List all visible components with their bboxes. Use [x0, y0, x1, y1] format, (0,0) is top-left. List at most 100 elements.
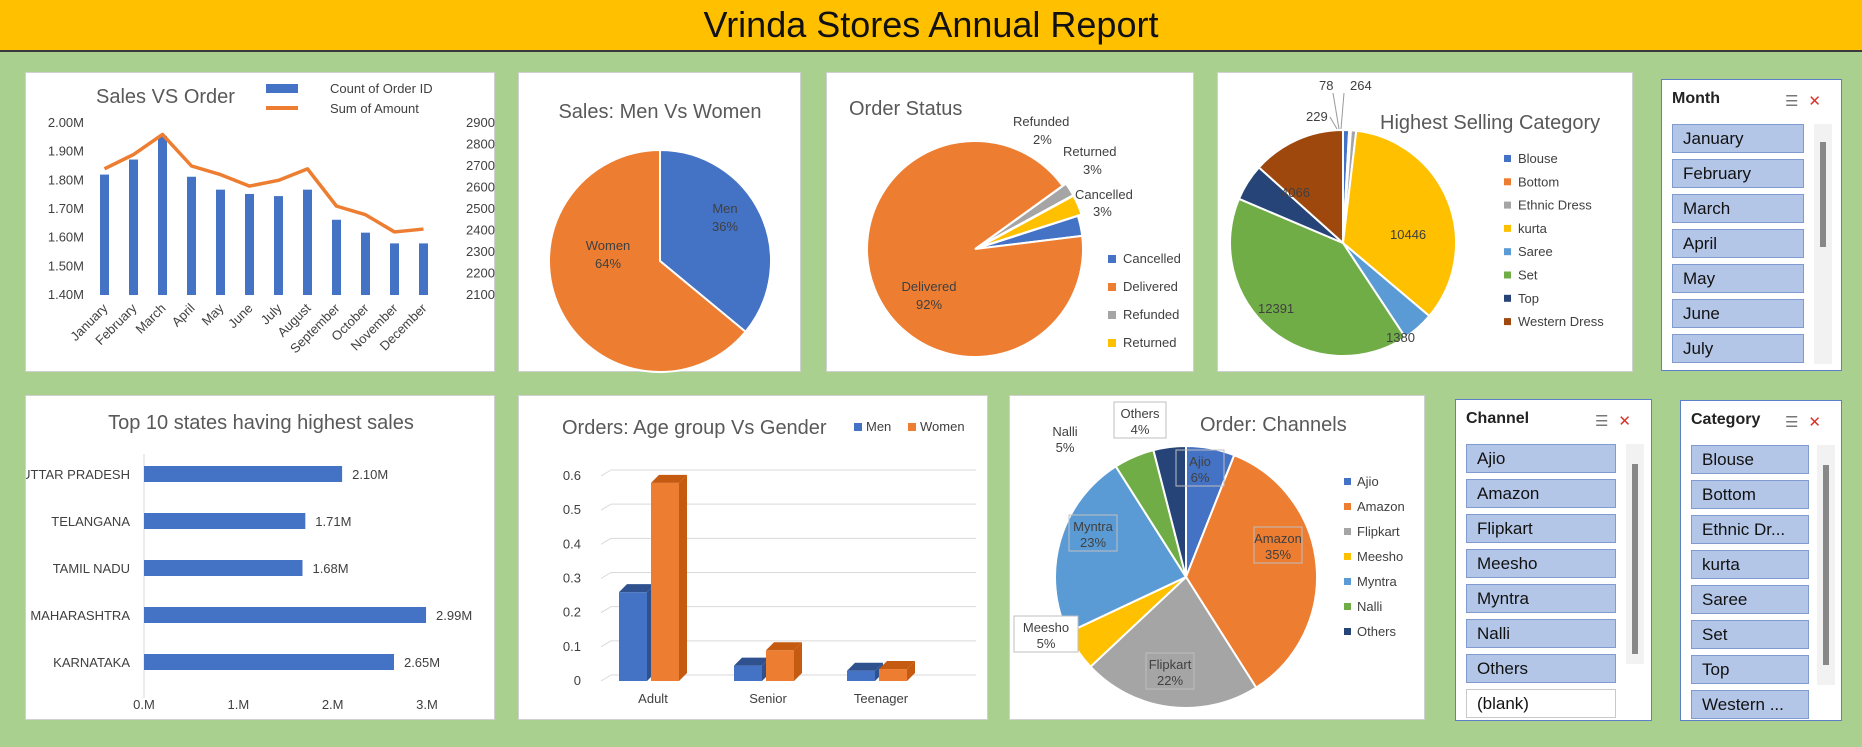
- slicer-item[interactable]: Western ...: [1691, 690, 1809, 719]
- chart-title: Order: Channels: [1200, 414, 1347, 436]
- legend-swatch: [1108, 283, 1116, 291]
- category-slicer[interactable]: Category ☰✕ Blouse Bottom Ethnic Dr... k…: [1680, 400, 1842, 721]
- scrollbar[interactable]: [1814, 124, 1832, 364]
- slicer-item[interactable]: Top: [1691, 655, 1809, 684]
- legend-swatch: [1504, 271, 1511, 279]
- chart-title: Top 10 states having highest sales: [108, 412, 414, 434]
- y-left-tick: 1.40M: [48, 287, 84, 302]
- data-label: 1.71M: [315, 514, 351, 529]
- legend-swatch: [1504, 294, 1511, 302]
- month-slicer[interactable]: Month ☰✕ January February March April Ma…: [1661, 79, 1842, 371]
- chart-title: Sales: Men Vs Women: [558, 101, 761, 123]
- slicer-item[interactable]: Blouse: [1691, 445, 1809, 474]
- slicer-item[interactable]: Ajio: [1466, 444, 1616, 473]
- slice-refunded: [977, 182, 1075, 248]
- bar-women-top: [879, 661, 915, 670]
- x-tick: 0.M: [133, 697, 155, 712]
- slicer-item[interactable]: Nalli: [1466, 619, 1616, 648]
- slicer-item[interactable]: April: [1672, 229, 1804, 258]
- slicer-item[interactable]: Amazon: [1466, 479, 1616, 508]
- slicer-item[interactable]: Set: [1691, 620, 1809, 649]
- slicer-item[interactable]: (blank): [1466, 689, 1616, 718]
- label-amazon-pct: 35%: [1265, 547, 1291, 562]
- legend-swatch: [1504, 224, 1511, 232]
- bar-count-december: [419, 243, 428, 295]
- slicer-item[interactable]: July: [1672, 334, 1804, 363]
- sales-men-women-svg: Sales: Men Vs Women Men 36% Women 64%: [548, 101, 772, 373]
- order-channels-svg: Order: ChannelsAjio6%Amazon35%Flipkart22…: [1013, 401, 1405, 709]
- slicer-item[interactable]: Ethnic Dr...: [1691, 515, 1809, 544]
- y-tick: 0.5: [563, 502, 581, 517]
- legend-swatch: [1108, 339, 1116, 347]
- y-right-tick: 2800: [466, 137, 495, 152]
- scrollbar[interactable]: [1817, 445, 1835, 685]
- slicer-item[interactable]: Others: [1466, 654, 1616, 683]
- slicer-item[interactable]: kurta: [1691, 550, 1809, 579]
- label-delivered: Delivered: [902, 279, 957, 294]
- bar-count-september: [332, 219, 341, 295]
- scrollbar-thumb[interactable]: [1820, 142, 1826, 247]
- slice-kurta: [1341, 129, 1457, 318]
- x-tick: Senior: [749, 691, 787, 706]
- legend-item: Blouse: [1518, 151, 1558, 166]
- age-gender-chart: Orders: Age group Vs Gender Men Women 0 0.1 0…: [518, 395, 988, 720]
- label-cancelled-pct: 3%: [1093, 204, 1112, 219]
- slice-western-dress: [1257, 128, 1344, 246]
- scrollbar-thumb[interactable]: [1823, 465, 1829, 665]
- bar-women-top: [651, 474, 687, 483]
- clear-filter-icon[interactable]: ✕: [1808, 414, 1831, 431]
- legend-item: Myntra: [1357, 574, 1398, 589]
- y-right-tick: 2300: [466, 244, 495, 259]
- label-flipkart: Flipkart: [1149, 657, 1192, 672]
- legend-men: Men: [866, 419, 891, 434]
- label-women: Women: [586, 238, 631, 253]
- slicer-item[interactable]: Meesho: [1466, 549, 1616, 578]
- order-status-chart: Order Status Cancelled 3% Returned 3% Refunde…: [826, 72, 1194, 372]
- scrollbar[interactable]: [1626, 444, 1644, 664]
- bar-count-february: [129, 159, 138, 295]
- multi-select-icon[interactable]: ☰: [1594, 413, 1619, 430]
- slicer-item[interactable]: Saree: [1691, 585, 1809, 614]
- clear-filter-icon[interactable]: ✕: [1808, 93, 1831, 110]
- y-right-tick: 2700: [466, 158, 495, 173]
- gridline-depth: [600, 503, 612, 511]
- multi-select-icon[interactable]: ☰: [1784, 414, 1809, 431]
- channel-slicer[interactable]: Channel ☰✕ Ajio Amazon Flipkart Meesho M…: [1455, 399, 1652, 721]
- label-blouse: 264: [1350, 78, 1372, 93]
- slicer-item[interactable]: May: [1672, 264, 1804, 293]
- slicer-item[interactable]: June: [1672, 299, 1804, 328]
- slicer-item[interactable]: Myntra: [1466, 584, 1616, 613]
- x-tick-month: June: [225, 301, 256, 332]
- sales-men-women-chart: Sales: Men Vs Women Men 36% Women 64%: [518, 72, 801, 373]
- y-right-tick: 2900: [466, 115, 495, 130]
- label-amazon-box: [1253, 526, 1303, 564]
- y-left-tick: 1.80M: [48, 172, 84, 187]
- bar-state: [144, 560, 303, 576]
- legend-swatch: [1108, 311, 1116, 319]
- order-status-svg: Order Status Cancelled 3% Returned 3% Refunde…: [849, 98, 1181, 358]
- x-tick-month: April: [169, 300, 198, 329]
- y-tick: 0.4: [563, 536, 581, 551]
- clear-filter-icon[interactable]: ✕: [1618, 413, 1641, 430]
- x-tick-month: May: [199, 300, 227, 328]
- y-tick-state: KARNATAKA: [53, 655, 130, 670]
- slicer-item[interactable]: January: [1672, 124, 1804, 153]
- multi-select-icon[interactable]: ☰: [1784, 93, 1809, 110]
- slicer-item[interactable]: Flipkart: [1466, 514, 1616, 543]
- slicer-item[interactable]: Bottom: [1691, 480, 1809, 509]
- label-men-pct: 36%: [712, 219, 738, 234]
- slice-delivered: [866, 140, 1084, 358]
- slice-amazon: [1184, 453, 1318, 689]
- legend-swatch: [1504, 178, 1511, 186]
- slicer-item[interactable]: February: [1672, 159, 1804, 188]
- legend-item: Top: [1518, 291, 1539, 306]
- order-channels-chart: Order: Channels Ajio 6% Amazon 35% Flipkart 22…: [1009, 395, 1425, 720]
- bar-men-top: [847, 662, 883, 671]
- legend-item: Bottom: [1518, 174, 1559, 189]
- bar-women: [766, 650, 794, 681]
- scrollbar-thumb[interactable]: [1632, 464, 1638, 654]
- slice-flipkart: [1089, 575, 1258, 709]
- slicer-item[interactable]: March: [1672, 194, 1804, 223]
- label-women-pct: 64%: [595, 256, 621, 271]
- label-meesho-pct: 5%: [1037, 636, 1056, 651]
